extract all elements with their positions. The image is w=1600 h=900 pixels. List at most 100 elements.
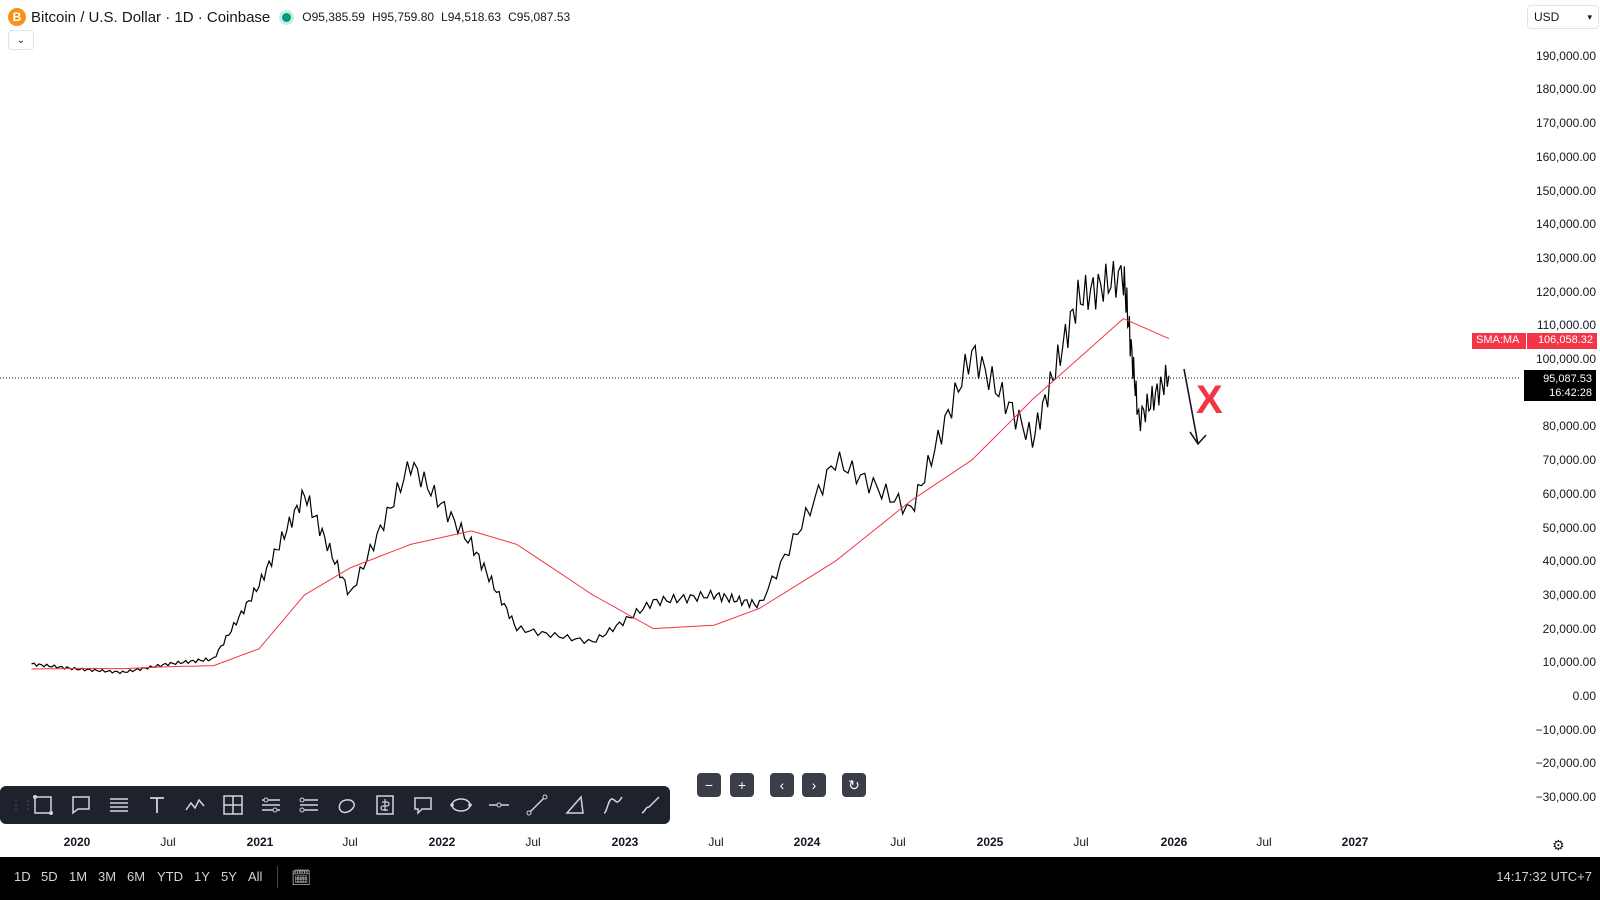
ohlc-close: C95,087.53: [508, 10, 571, 24]
reset-chart-button[interactable]: ↻: [842, 773, 866, 797]
ohlc-low: L94,518.63: [441, 10, 502, 24]
time-axis-label: Jul: [1073, 835, 1089, 849]
price-axis-label: 40,000.00: [1542, 554, 1596, 569]
price-axis-label: 180,000.00: [1535, 82, 1596, 97]
note-tool-icon[interactable]: [62, 790, 100, 820]
zoom-out-button[interactable]: −: [697, 773, 721, 797]
time-axis-label: 2021: [246, 835, 274, 849]
scroll-left-button[interactable]: ‹: [770, 773, 794, 797]
ohlc-open: O95,385.59: [302, 10, 365, 24]
price-series: [31, 260, 1170, 675]
time-axis-label: Jul: [890, 835, 906, 849]
price-axis-label: −10,000.00: [1535, 722, 1596, 737]
timeframe-1m[interactable]: 1M: [69, 869, 88, 884]
forecast-tool-icon[interactable]: [252, 790, 290, 820]
time-axis-label: Jul: [525, 835, 541, 849]
callout-tool-icon[interactable]: [404, 790, 442, 820]
brush-tool-icon[interactable]: [632, 790, 670, 820]
price-axis-label: 20,000.00: [1542, 621, 1596, 636]
minus-icon: −: [704, 777, 714, 793]
timeframe-1y[interactable]: 1Y: [194, 869, 210, 884]
price-axis-label: 70,000.00: [1542, 453, 1596, 468]
date-range-icon[interactable]: 🗓: [291, 870, 312, 887]
timeframe-all[interactable]: All: [248, 869, 263, 884]
reset-icon: ↻: [848, 776, 860, 793]
price-axis-label: 60,000.00: [1542, 486, 1596, 501]
time-axis-label: 2020: [63, 835, 91, 849]
time-axis[interactable]: 2020 Jul 2021 Jul 2022 Jul 2023 Jul 2024 Jul 2025 J…: [0, 832, 1600, 852]
time-axis-label: 2022: [428, 835, 456, 849]
time-axis-label: Jul: [160, 835, 176, 849]
time-axis-label: 2027: [1341, 835, 1369, 849]
chevron-down-icon: ▾: [1587, 11, 1592, 22]
price-axis-label: 110,000.00: [1536, 318, 1596, 333]
volume-profile-tool-icon[interactable]: [290, 790, 328, 820]
settings-gear-icon[interactable]: ⚙: [1552, 837, 1565, 853]
price-axis-label: 10,000.00: [1542, 655, 1596, 670]
timeframe-ytd[interactable]: YTD: [157, 869, 183, 884]
clock[interactable]: 14:17:32 UTC+7: [1496, 869, 1592, 884]
chevron-down-icon: ⌄: [16, 34, 26, 46]
scroll-right-button[interactable]: ›: [802, 773, 826, 797]
path-tool-icon[interactable]: [594, 790, 632, 820]
price-axis-label: 0.00: [1572, 689, 1596, 703]
price-axis-label: 120,000.00: [1535, 284, 1596, 299]
ohlc-high: H95,759.80: [371, 10, 435, 24]
last-price-tag: 95,087.53 16:42:28: [1524, 370, 1596, 401]
collapse-legend-button[interactable]: ⌄: [8, 30, 34, 50]
timeframe-1d[interactable]: 1D: [14, 869, 31, 884]
currency-label: USD: [1534, 10, 1560, 24]
price-axis-label: 130,000.00: [1535, 250, 1596, 265]
timeframe-5d[interactable]: 5D: [41, 869, 58, 884]
time-axis-label: 2023: [611, 835, 639, 849]
divider: [277, 866, 278, 888]
indicator-name-tag: SMA:MA: [1472, 333, 1526, 349]
rectangle-tool-icon[interactable]: [24, 790, 62, 820]
chevron-right-icon: ›: [811, 777, 817, 793]
price-axis-label: 100,000.00: [1535, 352, 1596, 366]
trend-line-tool-icon[interactable]: [518, 790, 556, 820]
timeframe-6m[interactable]: 6M: [127, 869, 146, 884]
price-axis-label: 140,000.00: [1535, 217, 1596, 232]
price-axis-label: 170,000.00: [1535, 116, 1596, 131]
drag-handle-icon[interactable]: ⋮⋮: [10, 798, 34, 812]
bitcoin-icon: B: [8, 8, 26, 26]
price-axis-label: 30,000.00: [1542, 587, 1596, 602]
price-axis-label: 50,000.00: [1542, 520, 1596, 535]
horizontal-line-tool-icon[interactable]: [480, 790, 518, 820]
price-axis-label: 80,000.00: [1542, 419, 1596, 434]
x-mark-annotation[interactable]: X: [1196, 378, 1223, 422]
drawing-toolbar: ⋮⋮: [0, 786, 670, 824]
symbol-title[interactable]: Bitcoin / U.S. Dollar · 1D · Coinbase: [31, 8, 271, 26]
triangle-pattern-tool-icon[interactable]: [556, 790, 594, 820]
time-axis-label: 2024: [793, 835, 821, 849]
price-range-tool-icon[interactable]: [366, 790, 404, 820]
projection-tool-icon[interactable]: [214, 790, 252, 820]
sma-series: [31, 318, 1170, 670]
indicator-value-tag: 106,058.32: [1527, 333, 1597, 349]
time-axis-label: Jul: [708, 835, 724, 849]
time-axis-label: Jul: [1256, 835, 1272, 849]
price-axis-label: −20,000.00: [1535, 756, 1596, 771]
bottom-toolbar: 1D 5D 1M 3M 6M YTD 1Y 5Y All 🗓 14:17:32 UTC+7: [0, 857, 1600, 900]
chevron-left-icon: ‹: [779, 777, 785, 793]
symbol-header: B Bitcoin / U.S. Dollar · 1D · Coinbase …: [8, 6, 577, 28]
timeframe-5y[interactable]: 5Y: [221, 869, 237, 884]
text-tool-icon[interactable]: [138, 790, 176, 820]
shape-tool-icon[interactable]: [328, 790, 366, 820]
currency-select[interactable]: USD ▾: [1527, 5, 1599, 29]
zoom-in-button[interactable]: +: [730, 773, 754, 797]
arrow-drawing[interactable]: [1183, 368, 1207, 446]
ellipse-tool-icon[interactable]: [442, 790, 480, 820]
time-axis-label: 2025: [976, 835, 1004, 849]
plus-icon: +: [737, 777, 747, 793]
price-axis-label: 160,000.00: [1535, 149, 1596, 164]
bar-countdown: 16:42:28: [1549, 387, 1592, 399]
fib-retracement-tool-icon[interactable]: [100, 790, 138, 820]
market-status-icon[interactable]: [279, 9, 295, 25]
price-axis-label: 190,000.00: [1535, 48, 1596, 63]
timeframe-3m[interactable]: 3M: [98, 869, 117, 884]
pattern-tool-icon[interactable]: [176, 790, 214, 820]
price-axis-label: −30,000.00: [1535, 790, 1596, 805]
